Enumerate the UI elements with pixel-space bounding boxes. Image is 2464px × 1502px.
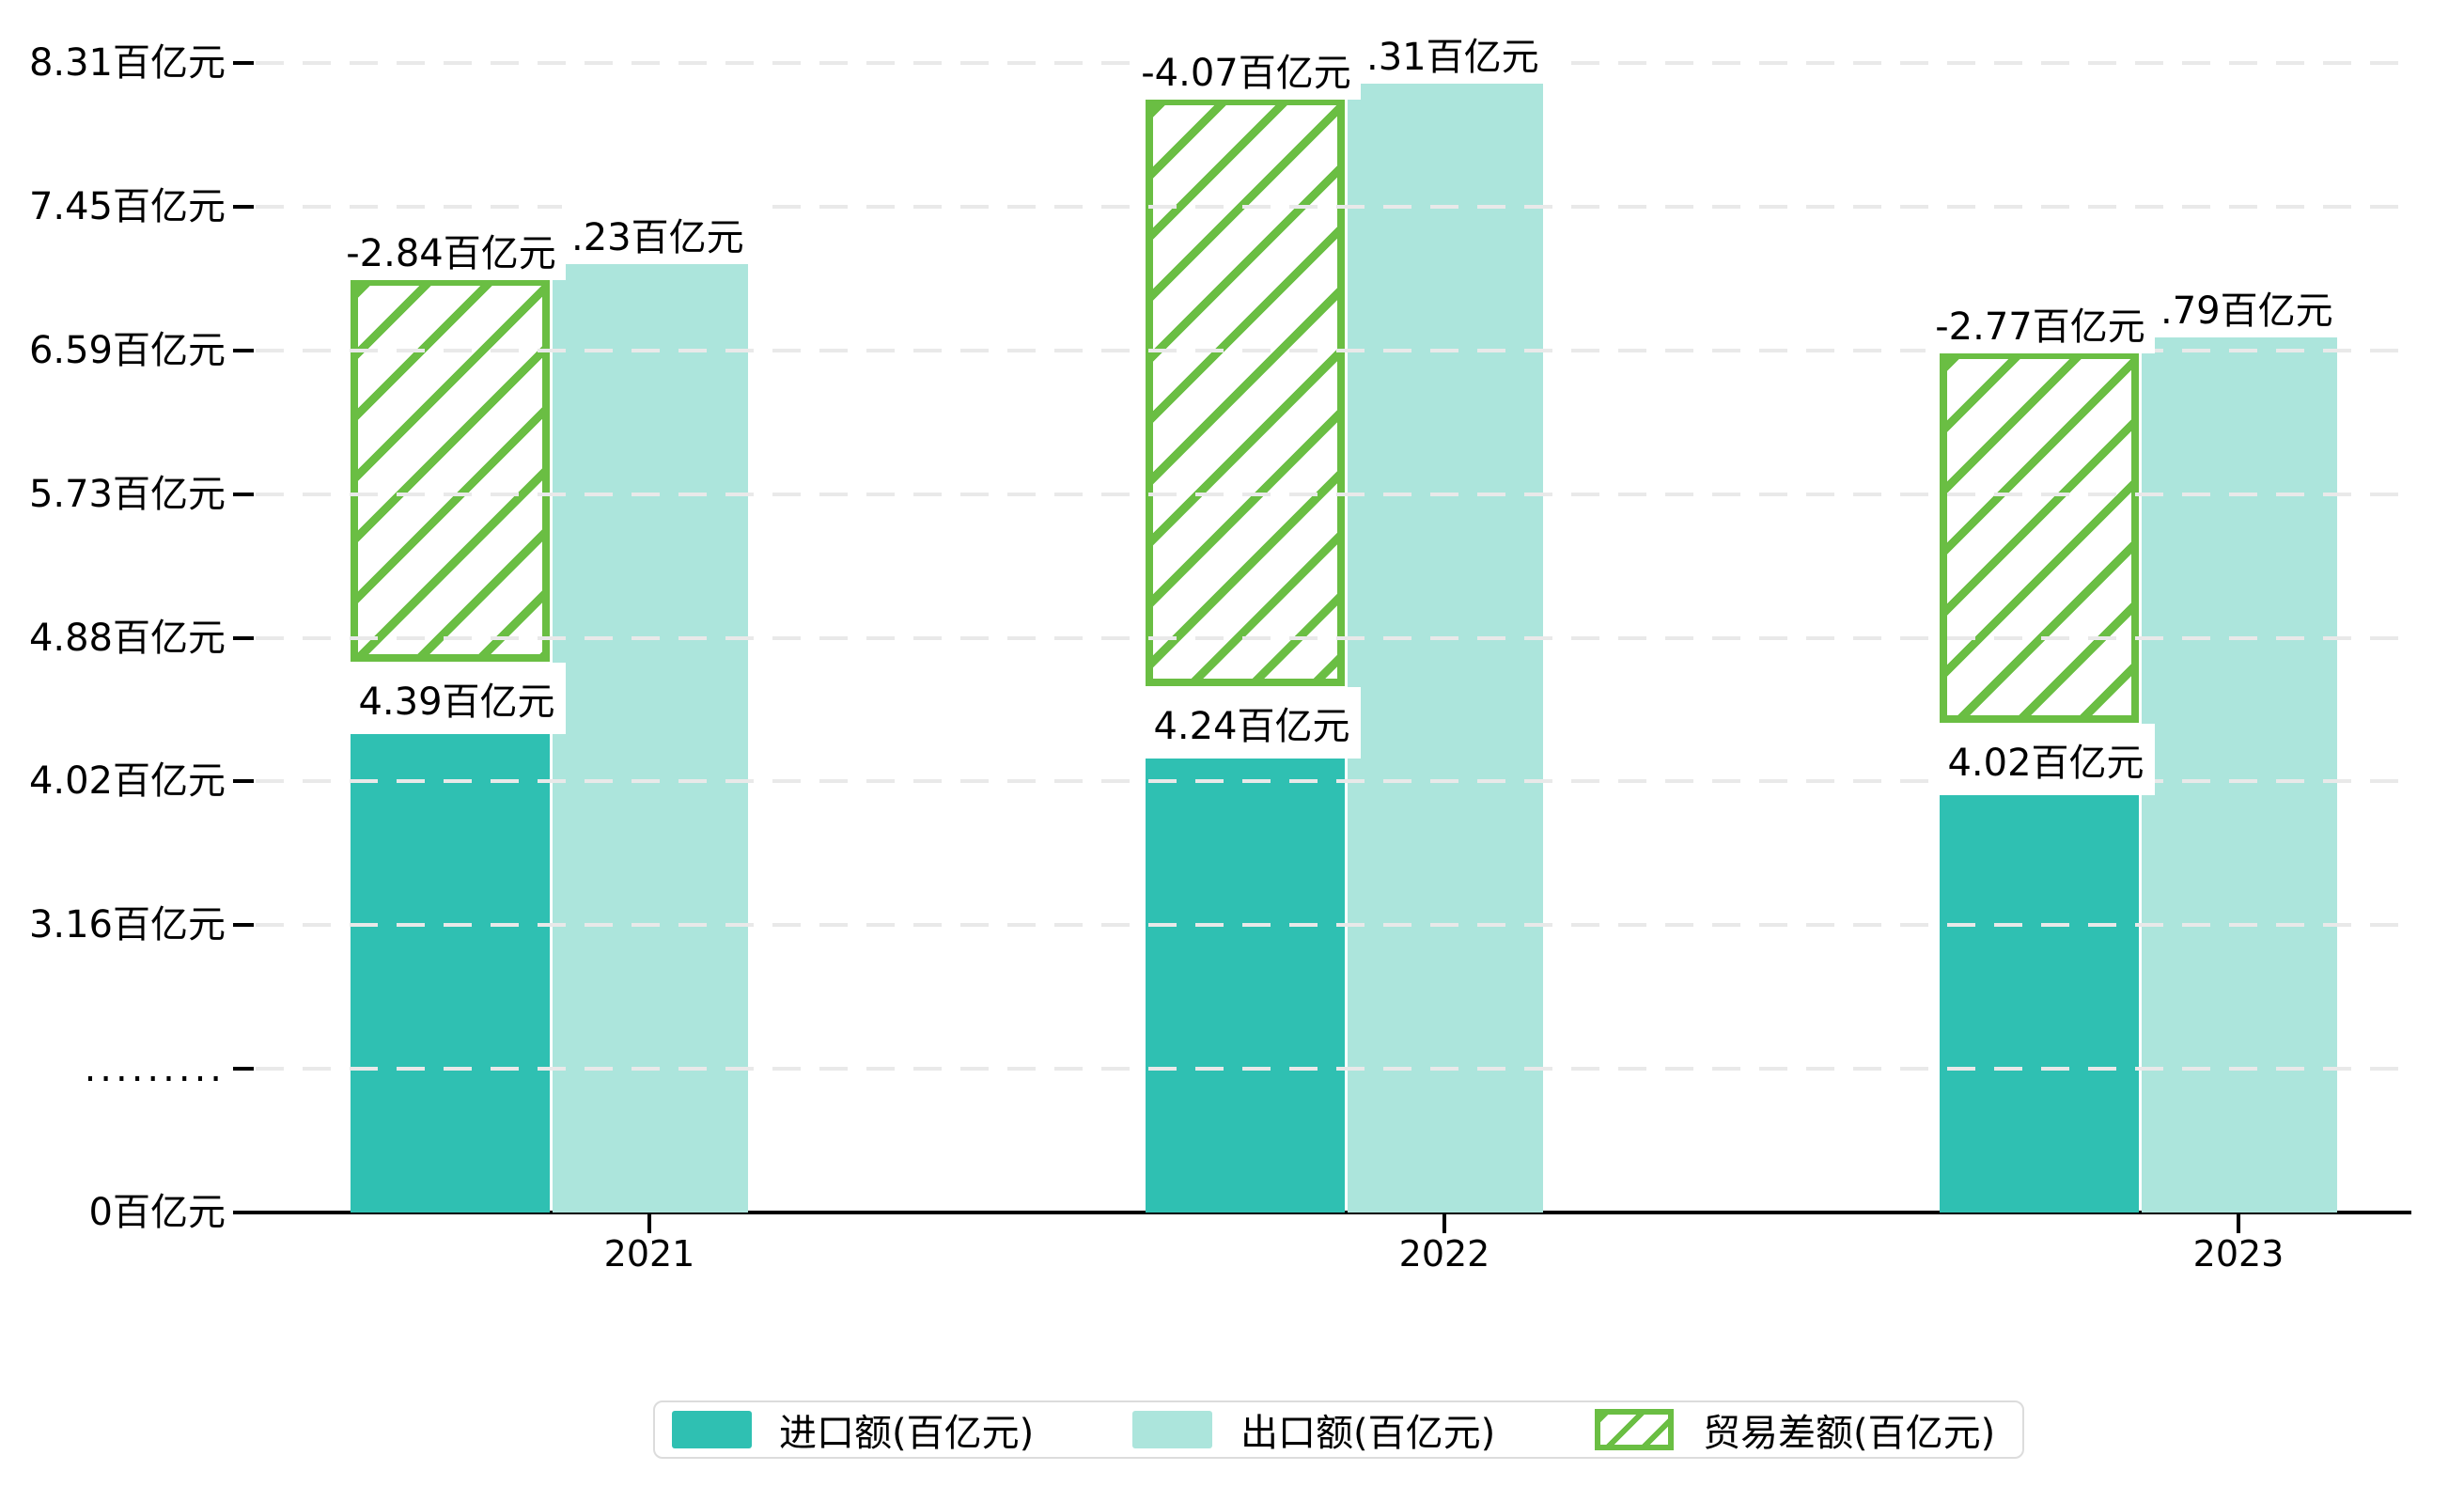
gridline bbox=[256, 923, 2409, 928]
gridline bbox=[256, 348, 2409, 352]
bar-trade-balance-2022 bbox=[1146, 97, 1345, 687]
y-tick-label: 6.59百亿元 bbox=[28, 328, 226, 372]
y-tick-label: 0百亿元 bbox=[88, 1191, 226, 1234]
legend-label-import: 进口额(百亿元) bbox=[779, 1412, 1035, 1455]
y-tick-mark bbox=[233, 204, 254, 209]
legend-label-trade-balance: 贸易差额(百亿元) bbox=[1703, 1412, 1996, 1455]
legend: 进口额(百亿元) 出口额(百亿元) 贸易差额(百亿元) bbox=[653, 1400, 2024, 1459]
legend-label-export: 出口额(百亿元) bbox=[1240, 1412, 1496, 1455]
x-tick-mark-2022 bbox=[1443, 1214, 1446, 1233]
bar-import-2022 bbox=[1146, 759, 1345, 1213]
y-tick-mark bbox=[233, 61, 254, 65]
x-axis-line bbox=[237, 1211, 2411, 1214]
bar-export-2022 bbox=[1348, 78, 1543, 1213]
bar-trade-balance-2021 bbox=[351, 277, 550, 662]
y-tick-mark bbox=[233, 1067, 254, 1072]
bar-import-2021 bbox=[351, 733, 550, 1213]
y-tick-mark bbox=[233, 779, 254, 784]
bar-import-2023 bbox=[1940, 795, 2139, 1213]
y-tick-mark bbox=[233, 492, 254, 496]
label-export-2022: .31百亿元 bbox=[1357, 23, 1556, 84]
y-tick-label: 4.88百亿元 bbox=[28, 616, 226, 660]
bar-export-2023 bbox=[2142, 332, 2337, 1213]
label-import-2022: 4.24百亿元 bbox=[1143, 687, 1361, 759]
bar-export-2021 bbox=[553, 258, 748, 1213]
x-tick-mark-2023 bbox=[2237, 1214, 2240, 1233]
gridline bbox=[256, 635, 2409, 640]
gridline bbox=[256, 204, 2409, 209]
y-tick-label: 8.31百亿元 bbox=[28, 41, 226, 85]
label-trade-balance-2021: -2.84百亿元 bbox=[336, 219, 566, 280]
y-tick-label: 5.73百亿元 bbox=[28, 472, 226, 516]
x-category-label-2022: 2022 bbox=[1398, 1233, 1490, 1275]
label-export-2021: .23百亿元 bbox=[562, 203, 761, 264]
label-trade-balance-2022: -4.07百亿元 bbox=[1131, 39, 1361, 100]
gridline bbox=[256, 779, 2409, 784]
legend-import-swatch bbox=[672, 1411, 752, 1448]
y-tick-mark bbox=[233, 635, 254, 640]
y-tick-mark bbox=[233, 923, 254, 928]
x-category-label-2021: 2021 bbox=[603, 1233, 695, 1275]
y-tick-label: 7.45百亿元 bbox=[28, 184, 226, 228]
legend-trade-balance-hatch-swatch bbox=[1595, 1409, 1674, 1450]
y-tick-label: 3.16百亿元 bbox=[28, 903, 226, 947]
x-tick-mark-2021 bbox=[647, 1214, 651, 1233]
x-category-label-2023: 2023 bbox=[2192, 1233, 2285, 1275]
gridline bbox=[256, 1067, 2409, 1072]
y-axis-break-label: ......... bbox=[84, 1047, 226, 1091]
label-import-2021: 4.39百亿元 bbox=[348, 662, 566, 734]
label-export-2023: .79百亿元 bbox=[2151, 276, 2350, 337]
label-import-2023: 4.02百亿元 bbox=[1937, 724, 2155, 796]
y-tick-mark bbox=[233, 348, 254, 352]
y-tick-label: 4.02百亿元 bbox=[28, 759, 226, 804]
label-trade-balance-2023: -2.77百亿元 bbox=[1926, 292, 2155, 353]
legend-export-swatch bbox=[1132, 1411, 1212, 1448]
gridline bbox=[256, 492, 2409, 496]
bar-trade-balance-2023 bbox=[1940, 351, 2139, 724]
